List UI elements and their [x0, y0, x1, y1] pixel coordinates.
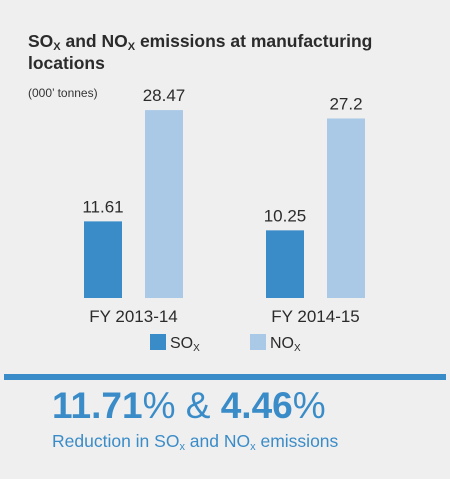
- pct-sign-2: %: [292, 385, 326, 426]
- reduction-caption: Reduction in SOx and NOx emissions: [52, 430, 339, 453]
- data-label-nox-0: 28.47: [143, 86, 186, 105]
- sox-reduction-value: 11.71: [52, 385, 143, 426]
- nox-reduction-value: 4.46: [220, 385, 293, 426]
- divider-rule: [4, 374, 446, 380]
- legend-swatch-nox: [250, 334, 266, 350]
- chart-title: SOX and NOX emissions at manufacturing l…: [28, 30, 428, 74]
- title-end: emissions at manufacturing locations: [28, 31, 373, 73]
- category-label-0: FY 2013-14: [89, 307, 178, 326]
- pct-sign-1: %: [142, 385, 176, 426]
- title-mid: and NO: [60, 31, 128, 51]
- caption-part-2: and NO: [184, 431, 251, 451]
- reduction-percentages: 11.71% & 4.46%: [52, 384, 326, 428]
- legend-swatch-sox: [150, 334, 166, 350]
- bar-chart: 11.61 28.47 FY 2013-14 10.25 27.2 FY 2014-15 S…: [82, 86, 365, 354]
- data-label-nox-1: 27.2: [329, 94, 362, 113]
- bar-sox-1: [266, 230, 304, 298]
- caption-sox-subscript: x: [179, 441, 185, 453]
- unit-label: (000’ tonnes): [28, 86, 98, 100]
- category-label-1: FY 2014-15: [271, 307, 360, 326]
- caption-part-3: emissions: [255, 431, 339, 451]
- data-label-sox-1: 10.25: [264, 206, 307, 225]
- data-label-sox-0: 11.61: [82, 197, 123, 216]
- legend-label-nox: NOX: [270, 335, 301, 354]
- title-sox: SO: [28, 31, 54, 51]
- ampersand: &: [175, 385, 221, 426]
- bar-nox-0: [145, 110, 183, 299]
- legend-label-sox: SOX: [170, 335, 200, 354]
- title-nox-subscript: X: [127, 41, 136, 53]
- title-sox-subscript: X: [53, 41, 61, 53]
- bar-sox-0: [84, 221, 122, 298]
- caption-part-1: Reduction in SO: [52, 431, 180, 451]
- bar-nox-1: [327, 118, 365, 298]
- caption-nox-subscript: x: [250, 441, 256, 453]
